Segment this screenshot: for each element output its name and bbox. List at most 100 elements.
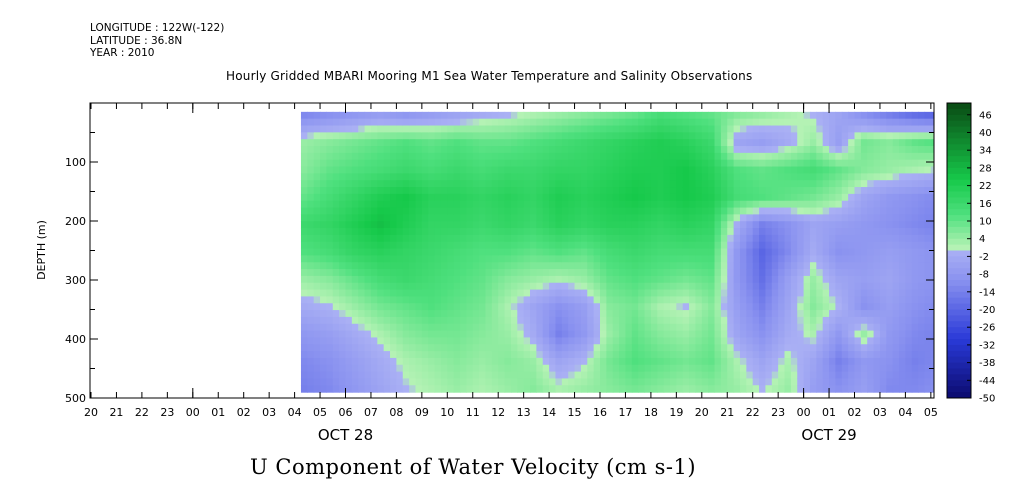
heatmap-cell <box>466 173 474 181</box>
heatmap-cell <box>657 173 665 181</box>
heatmap-cell <box>479 303 487 311</box>
heatmap-cell <box>466 152 474 161</box>
heatmap-cell <box>854 275 862 284</box>
heatmap-cell <box>848 200 856 209</box>
x-tick-label: 22 <box>746 406 760 419</box>
heatmap-cell <box>453 316 461 325</box>
heatmap-cell <box>358 200 366 209</box>
heatmap-cell <box>619 371 627 380</box>
heatmap-cell <box>822 146 830 154</box>
heatmap-cell <box>549 310 557 318</box>
heatmap-cell <box>530 303 537 311</box>
colorbar-swatch <box>947 274 971 281</box>
heatmap-cell <box>765 275 773 284</box>
heatmap-cell <box>345 262 353 270</box>
heatmap-cell <box>746 289 754 298</box>
heatmap-cell <box>587 316 595 325</box>
heatmap-cell <box>364 146 372 154</box>
heatmap-cell <box>606 146 614 154</box>
heatmap-cell <box>447 111 455 120</box>
heatmap-cell <box>905 132 913 140</box>
heatmap-cell <box>313 385 321 393</box>
heatmap-cell <box>358 228 366 236</box>
heatmap-cell <box>555 118 563 127</box>
heatmap-cells <box>300 111 934 393</box>
heatmap-cell <box>339 111 347 120</box>
heatmap-cell <box>517 132 525 140</box>
heatmap-cell <box>930 378 934 386</box>
heatmap-cell <box>879 330 887 339</box>
heatmap-cell <box>339 132 347 140</box>
heatmap-cell <box>803 193 811 202</box>
heatmap-cell <box>841 248 849 256</box>
heatmap-cell <box>320 248 328 256</box>
heatmap-cell <box>434 269 442 277</box>
heatmap-cell <box>434 364 442 373</box>
heatmap-cell <box>440 282 448 291</box>
heatmap-cell <box>434 125 442 133</box>
heatmap-cell <box>568 159 576 168</box>
heatmap-cell <box>879 296 887 304</box>
heatmap-cell <box>905 125 913 133</box>
heatmap-cell <box>752 111 760 120</box>
heatmap-cell <box>421 344 429 352</box>
heatmap-cell <box>351 275 359 284</box>
heatmap-cell <box>867 187 875 195</box>
heatmap-cell <box>739 111 747 120</box>
heatmap-cell <box>428 316 436 325</box>
heatmap-cell <box>867 221 875 229</box>
heatmap-cell <box>822 255 830 263</box>
heatmap-cell <box>835 200 843 209</box>
heatmap-cell <box>351 351 359 359</box>
heatmap-cell <box>396 146 404 154</box>
heatmap-cell <box>517 269 525 277</box>
heatmap-cell <box>466 207 474 215</box>
heatmap-cell <box>829 132 837 140</box>
heatmap-cell <box>809 357 817 366</box>
heatmap-cell <box>593 344 601 352</box>
heatmap-cell <box>351 139 359 147</box>
heatmap-cell <box>491 344 499 352</box>
heatmap-cell <box>759 221 767 229</box>
heatmap-cell <box>396 364 404 373</box>
heatmap-cell <box>854 303 862 311</box>
heatmap-cell <box>886 139 894 147</box>
heatmap-cell <box>689 262 697 270</box>
heatmap-cell <box>657 296 665 304</box>
heatmap-cell <box>453 269 461 277</box>
heatmap-cell <box>421 111 429 120</box>
heatmap-cell <box>332 180 340 188</box>
heatmap-cell <box>498 193 506 202</box>
x-tick-label: 21 <box>109 406 123 419</box>
heatmap-cell <box>313 289 321 298</box>
heatmap-cell <box>879 248 887 256</box>
heatmap-cell <box>498 337 506 345</box>
heatmap-cell <box>822 139 830 147</box>
heatmap-cell <box>485 357 493 366</box>
heatmap-cell <box>351 111 359 120</box>
heatmap-cell <box>886 193 894 202</box>
heatmap-cell <box>320 351 328 359</box>
heatmap-cell <box>784 180 792 188</box>
heatmap-cell <box>860 330 868 339</box>
heatmap-cell <box>873 132 881 140</box>
heatmap-cell <box>523 371 531 380</box>
heatmap-cell <box>879 132 887 140</box>
heatmap-cell <box>440 248 448 256</box>
heatmap-cell <box>746 159 754 168</box>
heatmap-cell <box>523 344 531 352</box>
heatmap-cell <box>841 330 849 339</box>
heatmap-cell <box>409 323 417 332</box>
heatmap-cell <box>479 357 487 366</box>
heatmap-cell <box>390 132 397 140</box>
heatmap-cell <box>816 118 824 127</box>
heatmap-cell <box>530 364 537 373</box>
heatmap-cell <box>835 269 843 277</box>
heatmap-cell <box>879 118 887 127</box>
heatmap-cell <box>377 248 385 256</box>
heatmap-cell <box>695 228 703 236</box>
heatmap-cell <box>510 248 518 256</box>
heatmap-cell <box>784 173 792 181</box>
heatmap-cell <box>587 282 595 291</box>
heatmap-cell <box>517 180 525 188</box>
